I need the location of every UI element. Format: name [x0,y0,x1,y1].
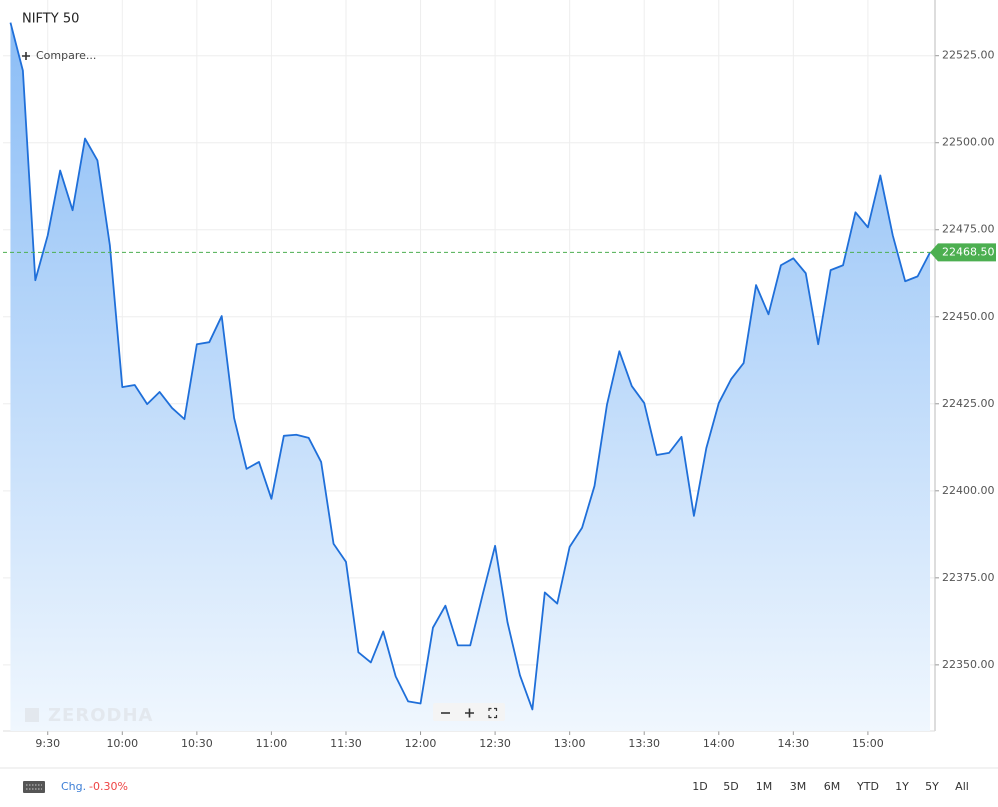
zoom-in[interactable] [465,708,474,718]
x-tick-label: 9:30 [35,737,60,750]
watermark-text: ZERODHA [48,705,153,726]
x-tick-label: 10:00 [106,737,138,750]
change-label: Chg. [61,780,86,793]
area [10,22,931,731]
y-tick-label: 22425.00 [942,397,995,410]
compare-label[interactable]: Compare... [36,49,96,62]
range-button[interactable]: 5D [723,780,738,793]
y-tick-label: 22475.00 [942,223,995,236]
last-price-tag [930,243,996,262]
range-button[interactable]: All [955,780,969,793]
range-button[interactable]: 5Y [925,780,939,793]
watermark: ZERODHA [25,705,153,726]
x-tick-label: 11:00 [256,737,288,750]
range-buttons: 1D 5D 1M 3M 6M YTD 1Y 5Y All [692,780,969,793]
zoom-controls [433,703,505,721]
x-tick-label: 13:00 [554,737,586,750]
x-tick-label: 12:30 [479,737,511,750]
x-tick-label: 13:30 [628,737,660,750]
x-tick-label: 14:30 [777,737,809,750]
y-tick-label: 22450.00 [942,310,995,323]
keyboard-icon[interactable] [23,781,45,793]
range-button[interactable]: 3M [790,780,807,793]
range-button[interactable]: YTD [856,780,879,793]
x-tick-label: 15:00 [852,737,884,750]
zoom-reset[interactable] [488,707,498,719]
y-tick-label: 22375.00 [942,571,995,584]
y-tick-label: 22350.00 [942,658,995,671]
x-tick-label: 11:30 [330,737,362,750]
range-button[interactable]: 6M [824,780,841,793]
compare-button[interactable]: Compare... [22,49,96,62]
y-tick-label: 22500.00 [942,136,995,149]
range-button[interactable]: 1Y [895,780,909,793]
last-price-label: 22468.50 [942,245,995,258]
x-tick-label: 12:00 [405,737,437,750]
chart-title: NIFTY 50 [22,12,79,27]
range-button[interactable]: 1D [692,780,707,793]
x-tick-label: 14:00 [703,737,735,750]
y-tick-label: 22525.00 [942,49,995,62]
line [9,22,931,711]
x-tick-label: 10:30 [181,737,213,750]
range-button[interactable]: 1M [756,780,773,793]
change-value: -0.30% [89,780,128,793]
y-tick-label: 22400.00 [942,484,995,497]
